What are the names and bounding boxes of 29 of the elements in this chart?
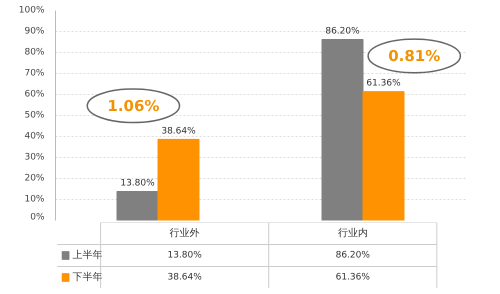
data-label: 38.64% (167, 272, 202, 282)
x-tick-label: 行业外 (170, 227, 200, 239)
data-label: 13.80% (167, 250, 202, 260)
bar (116, 191, 158, 220)
bar (158, 138, 200, 220)
y-tick-label: 60% (24, 90, 45, 100)
bar (322, 38, 364, 220)
bar (362, 91, 404, 220)
y-tick-label: 10% (24, 194, 45, 204)
legend-label: 下半年 (72, 271, 102, 283)
data-label: 61.36% (336, 272, 370, 282)
y-tick-label: 100% (18, 6, 45, 16)
y-tick-label: 20% (24, 174, 45, 184)
text: 61.36% (366, 78, 401, 89)
legend-label: 上半年 (72, 249, 102, 261)
y-tick-label: 50% (24, 110, 45, 120)
y-tick-label: 40% (24, 132, 45, 142)
annotation: 1.06% (107, 96, 160, 115)
text: 13.80% (120, 178, 155, 189)
data-label: 86.20% (336, 250, 370, 260)
annotation: 0.81% (388, 46, 440, 65)
text: 86.20% (325, 26, 360, 36)
y-tick-label: 80% (24, 48, 45, 58)
y-tick-label: 90% (24, 26, 45, 36)
x-tick-label: 行业内 (338, 227, 368, 239)
y-tick-label: 70% (24, 68, 45, 78)
y-tick-label: 30% (24, 152, 45, 162)
y-tick-label: 0% (30, 212, 45, 222)
text: 38.64% (161, 126, 196, 136)
